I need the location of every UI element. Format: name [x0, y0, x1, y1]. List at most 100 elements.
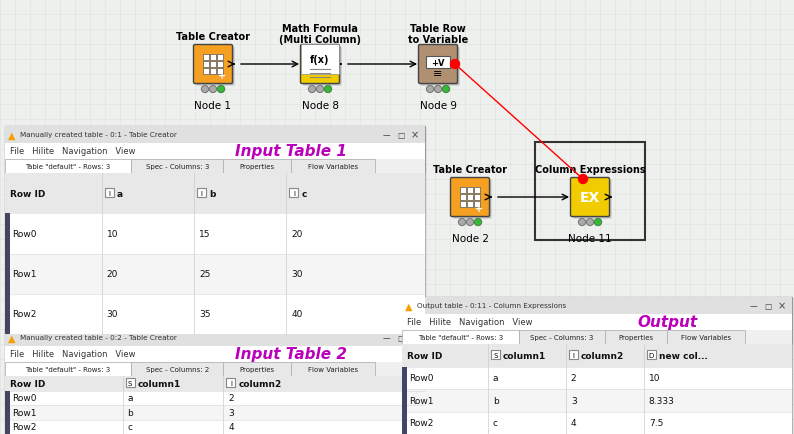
Text: 4: 4 [571, 418, 576, 427]
Bar [426, 57, 450, 69]
Bar [223, 362, 291, 376]
Text: b: b [209, 189, 215, 198]
Text: 2: 2 [229, 393, 234, 402]
Bar [105, 189, 114, 197]
Text: Spec - Columns: 2: Spec - Columns: 2 [145, 366, 209, 372]
Text: Manually created table - 0:1 - Table Creator: Manually created table - 0:1 - Table Cre… [20, 132, 177, 138]
Text: column1: column1 [503, 351, 546, 360]
Circle shape [595, 219, 602, 226]
Bar [5, 405, 10, 420]
Text: 3: 3 [571, 396, 576, 405]
Bar [5, 294, 425, 334]
Text: 10: 10 [106, 229, 118, 238]
Text: Properties: Properties [619, 334, 653, 340]
Text: Input Table 2: Input Table 2 [234, 347, 347, 362]
Text: a: a [117, 189, 123, 198]
Bar [131, 362, 223, 376]
Text: (Multi Column): (Multi Column) [279, 35, 361, 45]
Text: Spec - Columns: 3: Spec - Columns: 3 [530, 334, 594, 340]
Circle shape [579, 175, 588, 184]
Text: 8.333: 8.333 [649, 396, 675, 405]
Text: Properties: Properties [240, 164, 275, 170]
Text: Spec - Columns: 3: Spec - Columns: 3 [145, 164, 209, 170]
Bar [5, 254, 425, 294]
Text: Flow Variables: Flow Variables [681, 334, 731, 340]
Bar [5, 376, 425, 434]
Text: Output: Output [637, 315, 697, 330]
Text: 2: 2 [571, 373, 576, 382]
Bar [460, 194, 466, 201]
Bar [226, 378, 235, 388]
Bar [5, 160, 425, 174]
Bar [460, 187, 466, 194]
Bar [402, 314, 792, 330]
Bar [210, 62, 216, 68]
Bar [647, 350, 656, 359]
Bar [5, 214, 425, 254]
Text: Row0: Row0 [12, 393, 37, 402]
Text: 20: 20 [106, 270, 118, 279]
Bar [474, 187, 480, 194]
Text: File   Hilite   Navigation   View: File Hilite Navigation View [10, 350, 136, 358]
Bar [402, 411, 792, 434]
Text: Table "default" - Rows: 3: Table "default" - Rows: 3 [418, 334, 503, 340]
Text: column2: column2 [580, 351, 624, 360]
Bar [291, 362, 375, 376]
Text: b: b [128, 408, 133, 417]
FancyBboxPatch shape [421, 47, 460, 86]
Bar [402, 344, 792, 434]
Bar [5, 254, 10, 294]
Text: File   Hilite   Navigation   View: File Hilite Navigation View [407, 318, 533, 327]
Bar [402, 389, 407, 411]
FancyBboxPatch shape [450, 178, 489, 217]
Text: Row2: Row2 [12, 310, 37, 319]
Text: Output table - 0:11 - Column Expressions: Output table - 0:11 - Column Expressions [417, 303, 566, 309]
Text: new col...: new col... [659, 351, 707, 360]
Text: Table Creator: Table Creator [433, 164, 507, 174]
FancyBboxPatch shape [571, 178, 610, 217]
Text: S: S [128, 380, 133, 386]
Text: —: — [750, 301, 757, 310]
Circle shape [317, 86, 323, 93]
Bar [5, 420, 425, 434]
Bar [667, 330, 746, 344]
Bar [217, 69, 223, 75]
Circle shape [475, 219, 481, 226]
Text: Row ID: Row ID [10, 379, 45, 388]
Text: c: c [302, 189, 306, 198]
Text: Row1: Row1 [12, 270, 37, 279]
Text: Properties: Properties [240, 366, 275, 372]
Bar [217, 62, 223, 68]
Bar [491, 350, 499, 359]
Bar [569, 350, 578, 359]
Text: Flow Variables: Flow Variables [307, 366, 357, 372]
Text: Node 11: Node 11 [569, 233, 612, 243]
Text: +V: +V [431, 58, 445, 67]
Bar [203, 62, 209, 68]
Text: 15: 15 [199, 229, 210, 238]
Bar [402, 344, 792, 367]
Text: —: — [383, 131, 391, 140]
Text: ×: × [778, 301, 786, 311]
Text: ▲: ▲ [8, 333, 16, 343]
Text: +: + [218, 71, 226, 81]
Text: ×: × [411, 333, 419, 343]
Bar [402, 297, 792, 314]
Bar [5, 329, 425, 434]
Bar [131, 160, 223, 174]
Circle shape [434, 86, 441, 93]
Circle shape [426, 86, 434, 93]
Circle shape [210, 86, 217, 93]
Text: Table Creator: Table Creator [176, 32, 250, 42]
Text: Column Expressions: Column Expressions [534, 164, 646, 174]
Bar [125, 378, 135, 388]
Bar [5, 127, 425, 334]
Bar [210, 55, 216, 61]
FancyBboxPatch shape [572, 180, 611, 219]
Bar [402, 411, 407, 434]
Text: a: a [128, 393, 133, 402]
Text: □: □ [764, 301, 771, 310]
FancyBboxPatch shape [303, 47, 341, 86]
Bar [203, 69, 209, 75]
Text: 3: 3 [229, 408, 234, 417]
